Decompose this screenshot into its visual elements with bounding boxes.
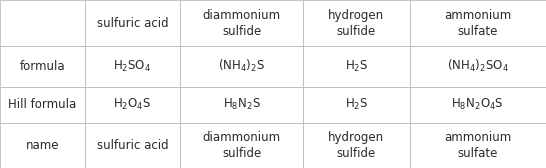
- Text: Hill formula: Hill formula: [8, 98, 76, 111]
- Bar: [0, 123, 85, 168]
- Text: ammonium
sulfate: ammonium sulfate: [444, 131, 512, 160]
- Text: $\mathrm{H_2O_4S}$: $\mathrm{H_2O_4S}$: [113, 97, 152, 112]
- Bar: [180, 46, 303, 87]
- Bar: [180, 0, 303, 46]
- Bar: [303, 87, 410, 123]
- Text: ammonium
sulfate: ammonium sulfate: [444, 9, 512, 38]
- Bar: [85, 0, 180, 46]
- Bar: [180, 87, 303, 123]
- Text: hydrogen
sulfide: hydrogen sulfide: [328, 9, 384, 38]
- Bar: [410, 0, 546, 46]
- Text: $\mathrm{H_8N_2O_4S}$: $\mathrm{H_8N_2O_4S}$: [452, 97, 504, 112]
- Text: name: name: [26, 139, 59, 152]
- Text: $(\mathrm{NH_4})_2\mathrm{SO_4}$: $(\mathrm{NH_4})_2\mathrm{SO_4}$: [447, 58, 509, 74]
- Bar: [303, 123, 410, 168]
- Text: hydrogen
sulfide: hydrogen sulfide: [328, 131, 384, 160]
- Bar: [85, 87, 180, 123]
- Bar: [303, 0, 410, 46]
- Bar: [0, 0, 85, 46]
- Bar: [0, 87, 85, 123]
- Bar: [410, 46, 546, 87]
- Text: $(\mathrm{NH_4})_2\mathrm{S}$: $(\mathrm{NH_4})_2\mathrm{S}$: [218, 58, 265, 74]
- Bar: [410, 123, 546, 168]
- Bar: [85, 46, 180, 87]
- Text: $\mathrm{H_2S}$: $\mathrm{H_2S}$: [345, 97, 368, 112]
- Bar: [410, 87, 546, 123]
- Text: $\mathrm{H_8N_2S}$: $\mathrm{H_8N_2S}$: [223, 97, 260, 112]
- Bar: [180, 123, 303, 168]
- Text: sulfuric acid: sulfuric acid: [97, 139, 168, 152]
- Text: $\mathrm{H_2S}$: $\mathrm{H_2S}$: [345, 59, 368, 74]
- Text: diammonium
sulfide: diammonium sulfide: [203, 131, 281, 160]
- Text: diammonium
sulfide: diammonium sulfide: [203, 9, 281, 38]
- Bar: [0, 46, 85, 87]
- Bar: [303, 46, 410, 87]
- Text: formula: formula: [20, 60, 65, 73]
- Bar: [85, 123, 180, 168]
- Text: $\mathrm{H_2SO_4}$: $\mathrm{H_2SO_4}$: [114, 59, 151, 74]
- Text: sulfuric acid: sulfuric acid: [97, 17, 168, 30]
